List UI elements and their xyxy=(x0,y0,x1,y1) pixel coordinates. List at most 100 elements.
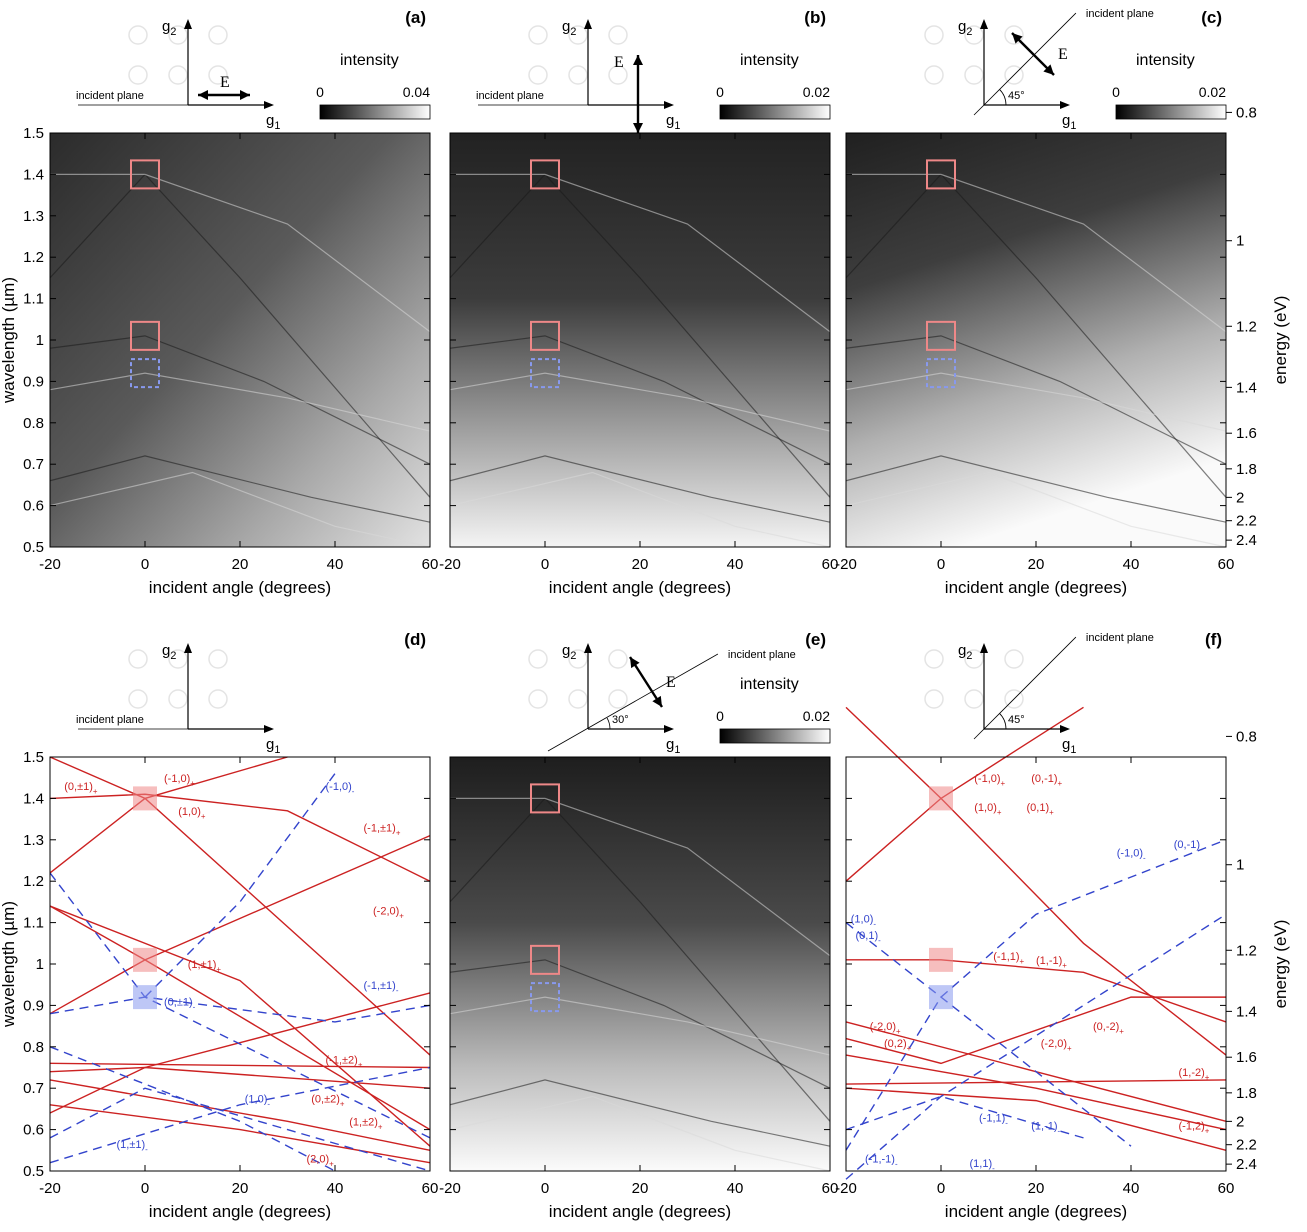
g2-arrowhead xyxy=(184,19,192,29)
lattice-circle xyxy=(608,689,628,709)
y-tick-label: 1.3 xyxy=(23,208,44,225)
y2-tick-label: 1.8 xyxy=(1236,1085,1257,1102)
mode-curve xyxy=(449,372,831,432)
g2-label: g2 xyxy=(562,18,576,38)
efield-arrowhead xyxy=(1043,64,1054,75)
te-mode-line xyxy=(845,996,1226,1065)
g1-label: g1 xyxy=(266,112,280,132)
angle-label: 45° xyxy=(1008,90,1025,102)
g2-label: g2 xyxy=(958,642,972,662)
highlight-box xyxy=(130,320,160,351)
angle-arc xyxy=(606,717,611,730)
plot-area xyxy=(50,757,430,1171)
te-mode-line xyxy=(49,992,431,1114)
efield-arrowhead xyxy=(652,695,662,707)
efield-arrow: E xyxy=(628,656,676,708)
mode-curve xyxy=(846,173,1227,333)
x-tick-label: 20 xyxy=(1028,556,1045,573)
mode-label: (1,0)+ xyxy=(178,806,206,821)
highlight-box xyxy=(926,358,956,389)
mode-label: (0,1)+ xyxy=(1027,802,1055,817)
highlight-box xyxy=(530,783,560,814)
y2-tick-label: 1.4 xyxy=(1236,1003,1257,1020)
lattice-circle xyxy=(924,25,944,45)
y-tick-label: 1 xyxy=(36,956,44,973)
x-axis-label: incident angle (degrees) xyxy=(549,1202,731,1221)
lattice-circle xyxy=(168,25,188,45)
y-tick-label: 1.5 xyxy=(23,749,44,766)
lattice-circle xyxy=(528,689,548,709)
lattice-inset: g2 g1 incident plane 45° E xyxy=(924,8,1154,132)
y2-tick-label: 2.4 xyxy=(1236,1156,1257,1173)
mode-label: (-1,0)+ xyxy=(164,773,195,788)
x-tick-label: -20 xyxy=(439,1180,461,1197)
incident-plane-line xyxy=(547,653,719,752)
lattice-circle xyxy=(964,649,984,669)
lattice-circle xyxy=(964,689,984,709)
colorbar-max: 0.02 xyxy=(1199,84,1226,100)
efield-label: E xyxy=(220,74,230,91)
mode-label: (0,-2)+ xyxy=(1093,1021,1124,1036)
g2-arrowhead xyxy=(184,643,192,653)
y-tick-label: 0.7 xyxy=(23,456,44,473)
y2-tick-label: 1 xyxy=(1236,857,1244,874)
y2-tick-label: 2.2 xyxy=(1236,1137,1257,1154)
x-tick-label: 0 xyxy=(141,556,149,573)
lattice-inset: g2 g1 incident plane 30° E xyxy=(528,642,796,756)
angle-label: 45° xyxy=(1008,714,1025,726)
te-mode-line xyxy=(49,1104,431,1164)
lattice-circle xyxy=(528,65,548,85)
x-tick-label: 20 xyxy=(1028,1180,1045,1197)
y-tick-label: 1.5 xyxy=(23,125,44,142)
mode-label: (1,0)+ xyxy=(974,802,1002,817)
mode-label: (1,1)- xyxy=(970,1158,996,1173)
highlight-box xyxy=(130,159,160,190)
mode-label: (-1,0)- xyxy=(326,781,355,796)
efield-arrowhead xyxy=(633,123,643,133)
tm-mode-line xyxy=(845,1095,1084,1139)
incident-plane-label: incident plane xyxy=(476,90,544,102)
lattice-circle xyxy=(208,65,228,85)
x-tick-label: 60 xyxy=(422,556,439,573)
panel-b: -20 0 20 40 60 incident angle (degrees) (b) int… xyxy=(439,8,838,597)
highlight-box xyxy=(530,982,560,1013)
highlight-marker xyxy=(133,786,157,811)
efield-arrowhead xyxy=(240,90,250,100)
y-tick-label: 0.7 xyxy=(23,1080,44,1097)
efield-label: E xyxy=(1058,46,1068,63)
lattice-circle xyxy=(608,649,628,669)
angle-arc xyxy=(999,713,1007,730)
panel-f: (-1,0)+ (0,-1)+ (1,0)+ (0,1)+ (-1,0)- (0,-1)-… xyxy=(835,630,1290,1221)
mode-label: (-2,0)+ xyxy=(870,1021,901,1036)
g2-label: g2 xyxy=(162,642,176,662)
mode-curve xyxy=(50,173,431,333)
x-tick-label: -20 xyxy=(439,556,461,573)
lattice-circle xyxy=(208,689,228,709)
x-tick-label: 20 xyxy=(232,1180,249,1197)
x-tick-label: -20 xyxy=(39,1180,61,1197)
y-tick-label: 1.1 xyxy=(23,915,44,932)
mode-curve xyxy=(845,335,1227,465)
lattice-circle xyxy=(964,65,984,85)
mode-label: (0,±2)+ xyxy=(311,1094,345,1109)
x-tick-label: -20 xyxy=(835,556,857,573)
heatmap-image xyxy=(50,133,430,547)
mode-label: (-2,0)+ xyxy=(1041,1038,1072,1053)
mode-curve xyxy=(449,335,831,465)
y-tick-label: 1.1 xyxy=(23,291,44,308)
g1-arrowhead xyxy=(1060,725,1070,733)
highlight-box xyxy=(530,944,560,975)
lattice-circle xyxy=(608,65,628,85)
heatmap-image xyxy=(450,757,830,1171)
incident-plane-label: incident plane xyxy=(1086,8,1154,20)
lattice-circle xyxy=(1004,65,1024,85)
mode-curve xyxy=(449,996,831,1056)
g2-label: g2 xyxy=(162,18,176,38)
lattice-circle xyxy=(168,65,188,85)
mode-label: (-1,1)- xyxy=(979,1112,1008,1127)
efield-arrow: E xyxy=(614,54,643,133)
y2-tick-label: 2.2 xyxy=(1236,513,1257,530)
g2-arrowhead xyxy=(584,643,592,653)
colorbar-label: intensity xyxy=(740,676,799,693)
efield-arrow: E xyxy=(1011,32,1068,76)
